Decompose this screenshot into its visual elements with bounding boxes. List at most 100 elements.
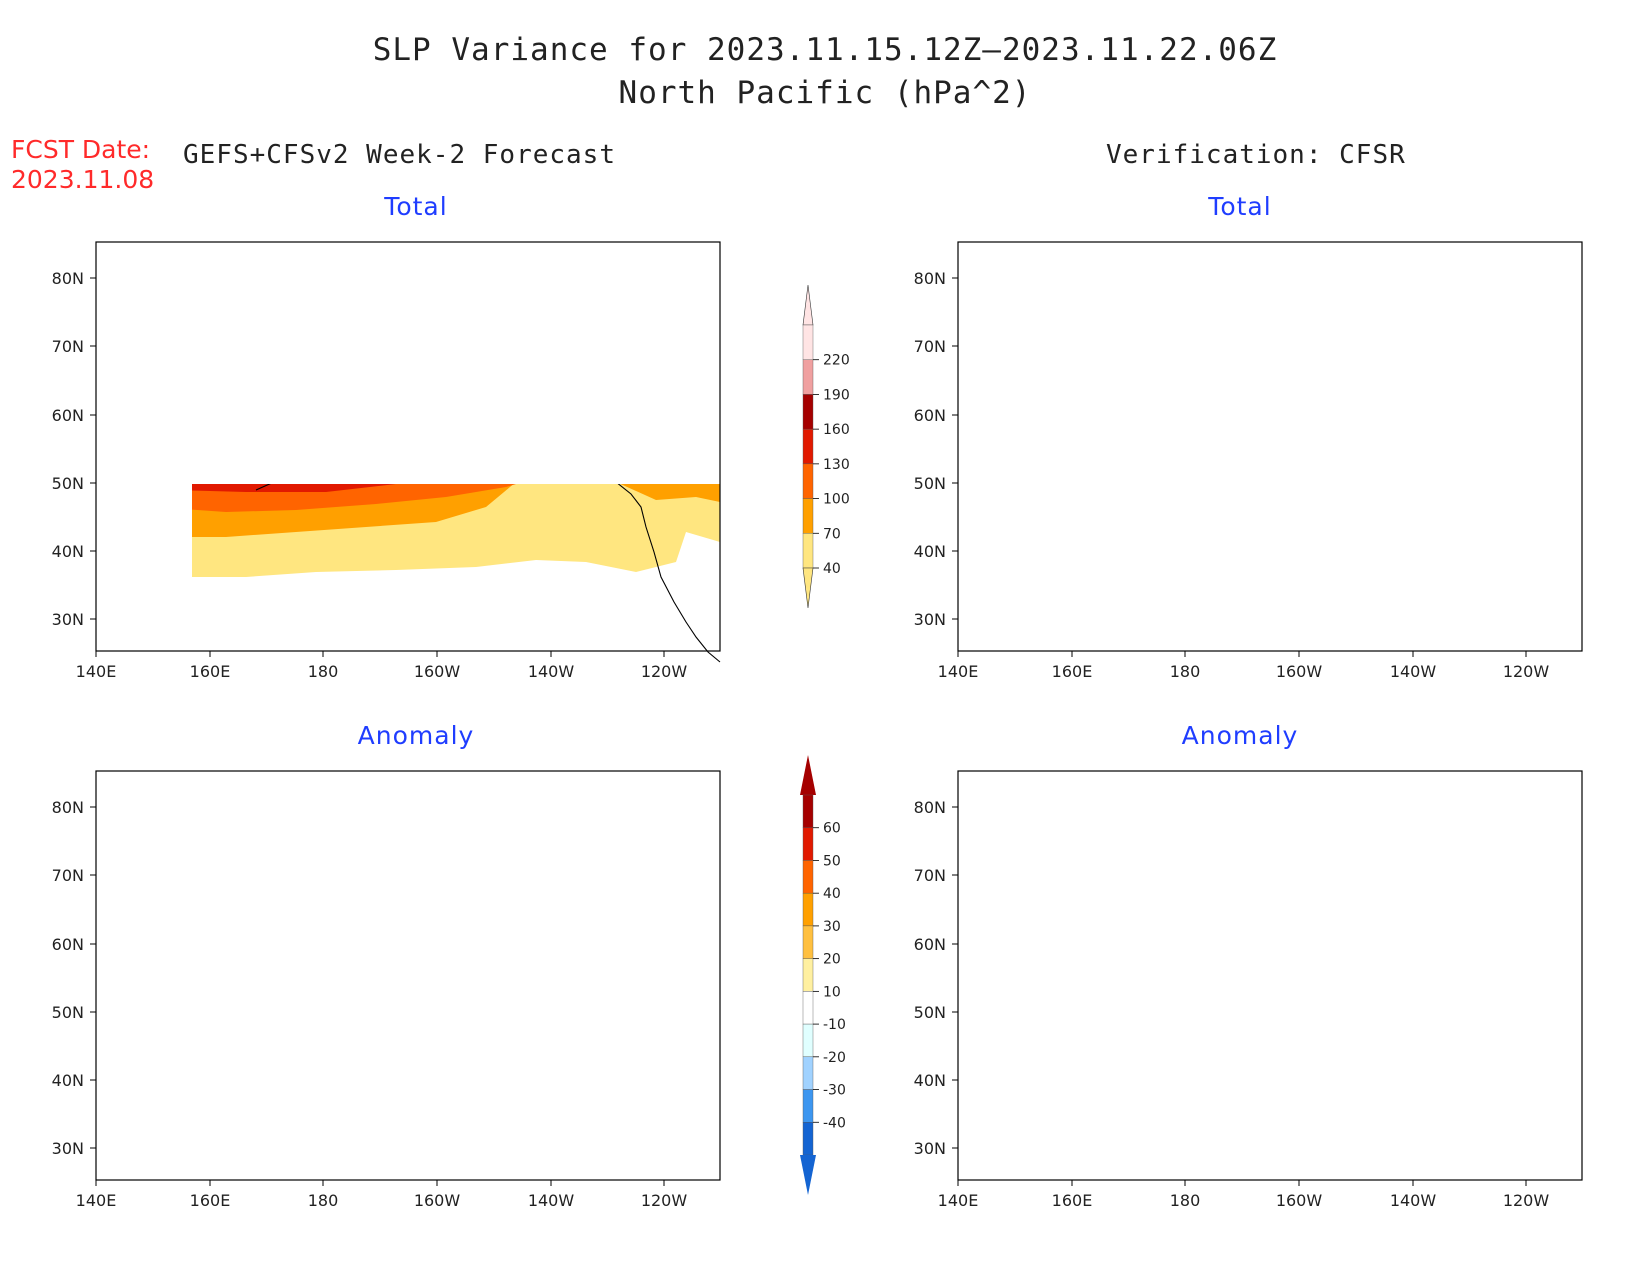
panel-verification-anomaly [957, 770, 1583, 1181]
lat-label: 60N [52, 935, 84, 954]
lat-label: 50N [914, 1003, 946, 1022]
colorbar-swatch [802, 1056, 814, 1090]
lat-label: 80N [52, 798, 84, 817]
lat-label: 30N [914, 1139, 946, 1158]
lat-label: 50N [52, 1003, 84, 1022]
colorbar-swatch [802, 324, 814, 360]
lon-label: 160E [1052, 1191, 1093, 1210]
lon-label: 140E [76, 1191, 117, 1210]
lat-label: 80N [914, 798, 946, 817]
panel-forecast-anomaly [95, 770, 721, 1181]
axis-labels: 80N 70N 60N 50N 40N 30N 140E 160E 180 160W 140W 120… [52, 269, 1550, 1210]
colorbar-level-label: -40 [823, 1115, 846, 1131]
colorbar-level-label: 160 [823, 422, 850, 438]
colorbar-anomaly: 60 50 40 30 20 10 -10 -20 -30 -40 [800, 755, 846, 1195]
colorbar-level-label: 100 [823, 492, 850, 508]
lon-label: 120W [1503, 662, 1550, 681]
colorbar-swatch [802, 1023, 814, 1058]
colorbar-level-label: 50 [823, 853, 841, 869]
lat-label: 40N [52, 542, 84, 561]
lat-label: 40N [52, 1071, 84, 1090]
lon-label: 120W [641, 1191, 688, 1210]
main-title-line2: North Pacific (hPa^2) [618, 75, 1032, 111]
forecast-header: GEFS+CFSv2 Week-2 Forecast [183, 140, 616, 170]
panel-title-verification-total: Total [1208, 192, 1272, 221]
lat-label: 30N [52, 610, 84, 629]
lat-label: 60N [914, 406, 946, 425]
colorbar-level-label: 40 [823, 886, 841, 902]
lon-label: 160E [190, 1191, 231, 1210]
colorbar-swatch [802, 359, 814, 395]
panel-title-forecast-total: Total [384, 192, 448, 221]
contour-130 [192, 484, 396, 492]
lat-label: 50N [52, 474, 84, 493]
colorbar-swatch [802, 925, 814, 959]
lat-label: 70N [52, 866, 84, 885]
main-title-line1: SLP Variance for 2023.11.15.12Z–2023.11.… [372, 32, 1278, 68]
lon-label: 140E [76, 662, 117, 681]
lon-label: 180 [308, 662, 339, 681]
fcst-date-label: FCST Date: [11, 135, 151, 164]
lon-label: 160E [190, 662, 231, 681]
lat-label: 70N [52, 337, 84, 356]
colorbar-level-label: 70 [823, 526, 841, 542]
lon-label: 120W [1503, 1191, 1550, 1210]
colorbar-swatch [802, 1089, 814, 1123]
colorbar-level-label: 40 [823, 561, 841, 577]
lon-label: 160W [1276, 1191, 1323, 1210]
colorbar-swatch [802, 533, 814, 569]
lon-label: 180 [1170, 662, 1201, 681]
colorbar-level-label: 10 [823, 984, 841, 1000]
colorbar-swatch [802, 991, 814, 1025]
lat-label: 60N [914, 935, 946, 954]
colorbar-level-label: 190 [823, 387, 850, 403]
panel-forecast-total [95, 241, 721, 663]
colorbar-swatch [802, 1122, 814, 1156]
lat-label: 50N [914, 474, 946, 493]
colorbar-level-label: 20 [823, 952, 841, 968]
lon-label: 120W [641, 662, 688, 681]
colorbar-swatch [802, 463, 814, 499]
verification-header: Verification: CFSR [1106, 140, 1406, 170]
lat-label: 70N [914, 866, 946, 885]
lat-label: 40N [914, 1071, 946, 1090]
lon-label: 140E [938, 1191, 979, 1210]
lat-label: 80N [914, 269, 946, 288]
lat-label: 40N [914, 542, 946, 561]
lon-label: 140W [1390, 1191, 1437, 1210]
colorbar-swatch [802, 498, 814, 534]
lon-label: 140W [528, 662, 575, 681]
panel-verification-total [957, 241, 1583, 652]
colorbar-swatch [802, 892, 814, 927]
colorbar-level-label: 60 [823, 821, 841, 837]
lon-label: 180 [1170, 1191, 1201, 1210]
lon-label: 140E [938, 662, 979, 681]
lat-label: 30N [914, 610, 946, 629]
fcst-date-value: 2023.11.08 [11, 165, 155, 194]
colorbar-level-label: -30 [823, 1083, 846, 1099]
lat-label: 70N [914, 337, 946, 356]
colorbar-level-label: -10 [823, 1017, 846, 1033]
lon-label: 160W [414, 662, 461, 681]
lat-label: 30N [52, 1139, 84, 1158]
lon-label: 160E [1052, 662, 1093, 681]
colorbar-level-label: 130 [823, 457, 850, 473]
lon-label: 160W [414, 1191, 461, 1210]
colorbar-level-label: -20 [823, 1050, 846, 1066]
colorbar-level-label: 220 [823, 353, 850, 369]
lon-label: 180 [308, 1191, 339, 1210]
lon-label: 160W [1276, 662, 1323, 681]
lat-label: 60N [52, 406, 84, 425]
colorbar-swatch [802, 860, 814, 894]
colorbar-swatch [802, 394, 814, 430]
panel-title-verification-anomaly: Anomaly [1181, 721, 1299, 750]
colorbar-swatch [802, 958, 814, 992]
colorbar-swatch [802, 794, 814, 828]
panel-title-forecast-anomaly: Anomaly [357, 721, 475, 750]
lon-label: 140W [1390, 662, 1437, 681]
lon-label: 140W [528, 1191, 575, 1210]
lat-label: 80N [52, 269, 84, 288]
colorbar-level-label: 30 [823, 919, 841, 935]
colorbar-swatch [802, 428, 814, 465]
